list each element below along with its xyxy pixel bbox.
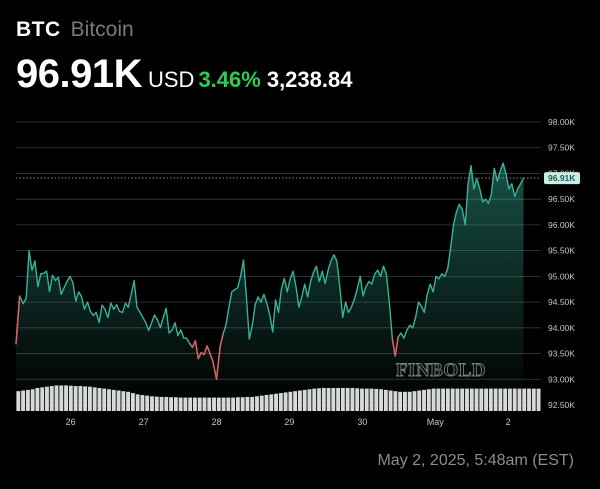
volume-bar xyxy=(531,388,536,411)
x-tick-label: 26 xyxy=(66,417,76,427)
asset-name: Bitcoin xyxy=(70,18,134,41)
change-percent: 3.46% xyxy=(198,67,261,92)
y-tick-label: 94.50K xyxy=(548,297,575,307)
dip-segment xyxy=(15,295,21,345)
y-axis-ticks: 98.00K97.50K97.00K96.50K96.00K95.50K95.0… xyxy=(548,117,575,410)
price-line xyxy=(15,162,525,380)
dip-segment xyxy=(206,345,211,354)
y-tick-label: 95.00K xyxy=(548,271,575,281)
asset-header: BTC Bitcoin 96.91K USD 3.46% 3,238.84 xyxy=(16,18,352,97)
x-axis-ticks: 26 27 28 29 30 May 2 xyxy=(66,417,511,427)
current-price-flag-bg xyxy=(544,172,580,185)
currency-label: USD xyxy=(147,67,195,92)
y-tick-label: 95.50K xyxy=(548,246,575,256)
dip-segment xyxy=(391,337,396,357)
y-tick-label: 98.00K xyxy=(548,117,575,127)
y-tick-label: 97.50K xyxy=(548,143,575,153)
x-tick-label: 27 xyxy=(139,417,149,427)
volume-bar xyxy=(536,388,541,411)
y-tick-label: 93.50K xyxy=(548,349,575,359)
x-tick-label: 30 xyxy=(357,417,367,427)
current-price-flag-text: 96.91K xyxy=(548,173,576,183)
volume-bar xyxy=(522,388,527,411)
symbol-row: BTC Bitcoin xyxy=(16,18,352,42)
dip-segment xyxy=(203,345,208,355)
price-area-fill xyxy=(16,163,524,405)
x-tick-label: May xyxy=(427,417,445,427)
timestamp: May 2, 2025, 5:48am (EST) xyxy=(377,452,574,469)
x-tick-label: 28 xyxy=(212,417,222,427)
x-tick-label: 29 xyxy=(284,417,294,427)
finbold-watermark: FINBOLD xyxy=(396,360,486,381)
ticker-symbol: BTC xyxy=(16,18,61,41)
y-tick-label: 93.00K xyxy=(548,374,575,384)
dip-markers xyxy=(15,295,399,380)
y-tick-label: 96.50K xyxy=(548,194,575,204)
volume-bar xyxy=(527,388,531,411)
dip-segment xyxy=(394,336,399,357)
dip-segment xyxy=(209,353,214,362)
dip-segment xyxy=(219,333,224,347)
y-tick-label: 92.50K xyxy=(548,400,575,410)
price-row: 96.91K USD 3.46% 3,238.84 xyxy=(16,52,352,97)
dip-segment xyxy=(197,352,202,360)
dip-segment xyxy=(215,346,221,380)
watermark: FINBOLD xyxy=(396,360,486,382)
y-tick-label: 94.00K xyxy=(548,323,575,333)
current-price: 96.91K xyxy=(16,52,142,96)
current-price-flag: 96.91K xyxy=(544,172,580,185)
y-tick-label: 96.00K xyxy=(548,220,575,230)
dip-segment xyxy=(212,361,218,380)
dip-segment xyxy=(194,340,200,359)
x-tick-label: 2 xyxy=(506,417,511,427)
change-absolute: 3,238.84 xyxy=(266,67,353,92)
